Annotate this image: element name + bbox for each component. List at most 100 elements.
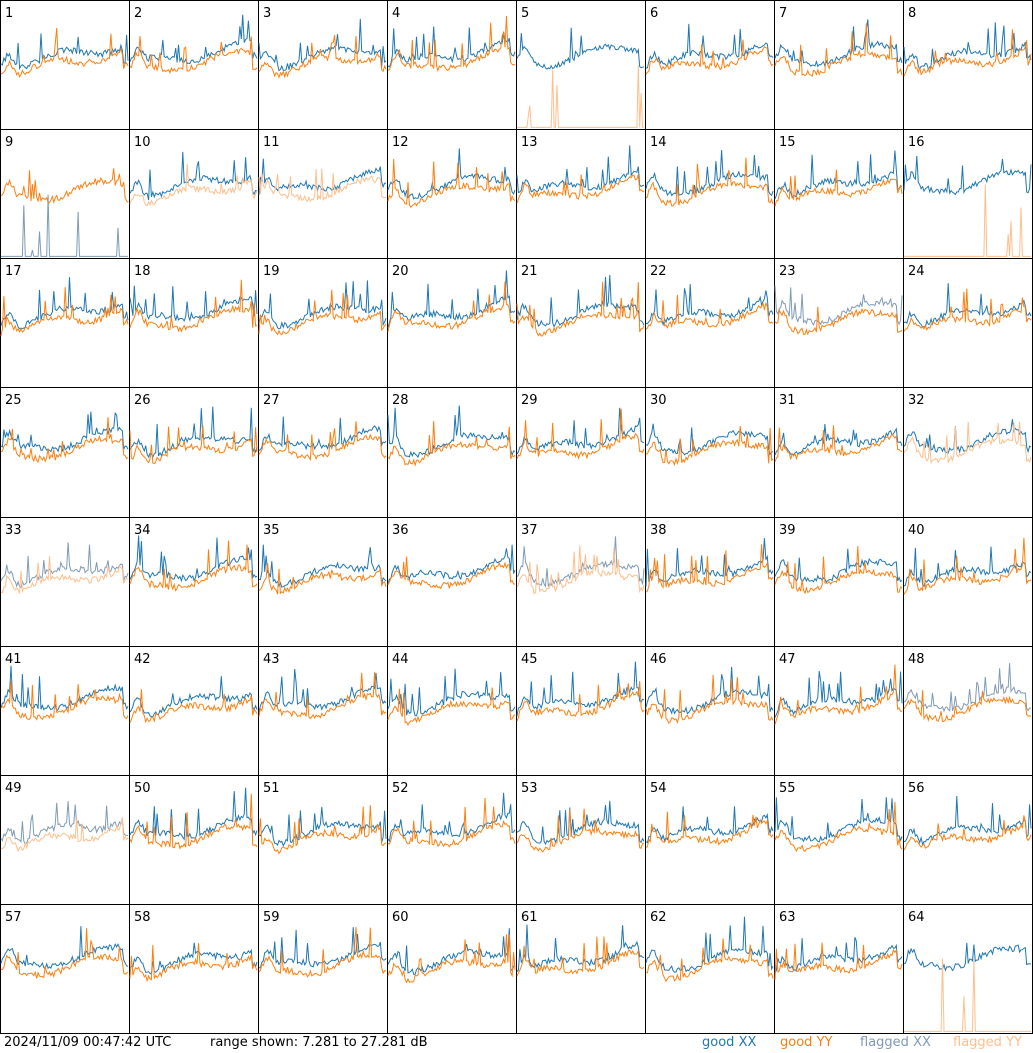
panel-label: 15 [779, 135, 796, 150]
panel-frame [258, 0, 388, 130]
panel-frame [129, 258, 259, 388]
panel-16: 16 [903, 129, 1033, 259]
legend-good-yy: good YY [780, 1035, 832, 1050]
panel-frame [387, 0, 517, 130]
series-xx [387, 792, 516, 843]
panel-51: 51 [258, 775, 388, 905]
panel-17: 17 [0, 258, 130, 388]
series-yy [645, 39, 774, 75]
series-xx [903, 155, 1032, 196]
legend-flagged-yy-pol: YY [1006, 1035, 1022, 1050]
panel-label: 59 [263, 910, 280, 925]
panel-29: 29 [516, 387, 646, 518]
panel-label: 43 [263, 652, 280, 667]
panel-label: 4 [392, 6, 400, 21]
series-yy [129, 163, 258, 207]
series-yy [129, 36, 258, 75]
panel-9: 9 [0, 129, 130, 259]
panel-57: 57 [0, 904, 130, 1034]
series-yy [258, 168, 387, 203]
series-yy [129, 793, 258, 850]
panel-frame [129, 904, 259, 1034]
series-xx [387, 928, 516, 975]
panel-14: 14 [645, 129, 775, 259]
panel-61: 61 [516, 904, 646, 1034]
panel-46: 46 [645, 646, 775, 776]
panel-48: 48 [903, 646, 1033, 776]
panel-60: 60 [387, 904, 517, 1034]
panel-label: 31 [779, 393, 796, 408]
panel-label: 64 [908, 910, 925, 925]
legend-good-yy-prefix: good [780, 1035, 813, 1050]
panel-label: 26 [134, 393, 151, 408]
panel-33: 33 [0, 517, 130, 647]
series-yy [0, 817, 129, 853]
series-yy [0, 680, 129, 721]
panel-label: 9 [5, 135, 13, 150]
panel-label: 22 [650, 264, 667, 279]
series-yy [258, 421, 387, 462]
series-yy [129, 943, 258, 983]
panel-31: 31 [774, 387, 904, 518]
panel-43: 43 [258, 646, 388, 776]
panel-label: 45 [521, 652, 538, 667]
series-xx [516, 27, 645, 70]
series-yy [516, 174, 645, 204]
series-xx [129, 285, 258, 322]
series-xx [0, 801, 129, 846]
panel-38: 38 [645, 517, 775, 647]
panel-5: 5 [516, 0, 646, 130]
series-xx [129, 406, 258, 459]
panel-45: 45 [516, 646, 646, 776]
panel-frame [387, 775, 517, 905]
panel-2: 2 [129, 0, 259, 130]
panel-label: 57 [5, 910, 22, 925]
series-yy [258, 34, 387, 79]
series-yy [258, 289, 387, 336]
series-yy [904, 958, 1031, 1032]
series-xx [645, 916, 774, 973]
series-xx [516, 924, 645, 972]
series-yy [516, 680, 645, 722]
panel-frame [387, 646, 517, 776]
legend-good-xx-prefix: good [702, 1035, 735, 1050]
panel-label: 10 [134, 135, 151, 150]
panel-frame [387, 387, 517, 518]
series-xx [516, 800, 645, 846]
panel-35: 35 [258, 517, 388, 647]
panel-6: 6 [645, 0, 775, 130]
panel-frame [258, 775, 388, 905]
panel-label: 54 [650, 781, 667, 796]
panel-frame [903, 904, 1033, 1034]
panel-frame [387, 258, 517, 388]
series-xx [387, 668, 516, 717]
series-yy [774, 801, 903, 853]
panel-39: 39 [774, 517, 904, 647]
panel-label: 35 [263, 523, 280, 538]
panel-11: 11 [258, 129, 388, 259]
panel-47: 47 [774, 646, 904, 776]
panel-label: 48 [908, 652, 925, 667]
series-yy [645, 294, 774, 330]
series-yy [645, 811, 774, 848]
panel-7: 7 [774, 0, 904, 130]
panel-label: 33 [5, 523, 22, 538]
series-yy [516, 936, 645, 977]
series-yy [0, 928, 129, 979]
panel-12: 12 [387, 129, 517, 259]
panel-label: 61 [521, 910, 538, 925]
panel-frame [387, 517, 517, 647]
panel-label: 34 [134, 523, 151, 538]
series-yy [129, 279, 258, 333]
panel-36: 36 [387, 517, 517, 647]
series-yy [903, 815, 1032, 851]
panel-label: 52 [392, 781, 409, 796]
panel-frame [903, 646, 1033, 776]
series-yy [516, 808, 645, 853]
panel-4: 4 [387, 0, 517, 130]
series-yy [903, 29, 1032, 77]
series-xx [1, 194, 128, 257]
series-xx [645, 423, 774, 456]
panel-frame [516, 0, 646, 130]
